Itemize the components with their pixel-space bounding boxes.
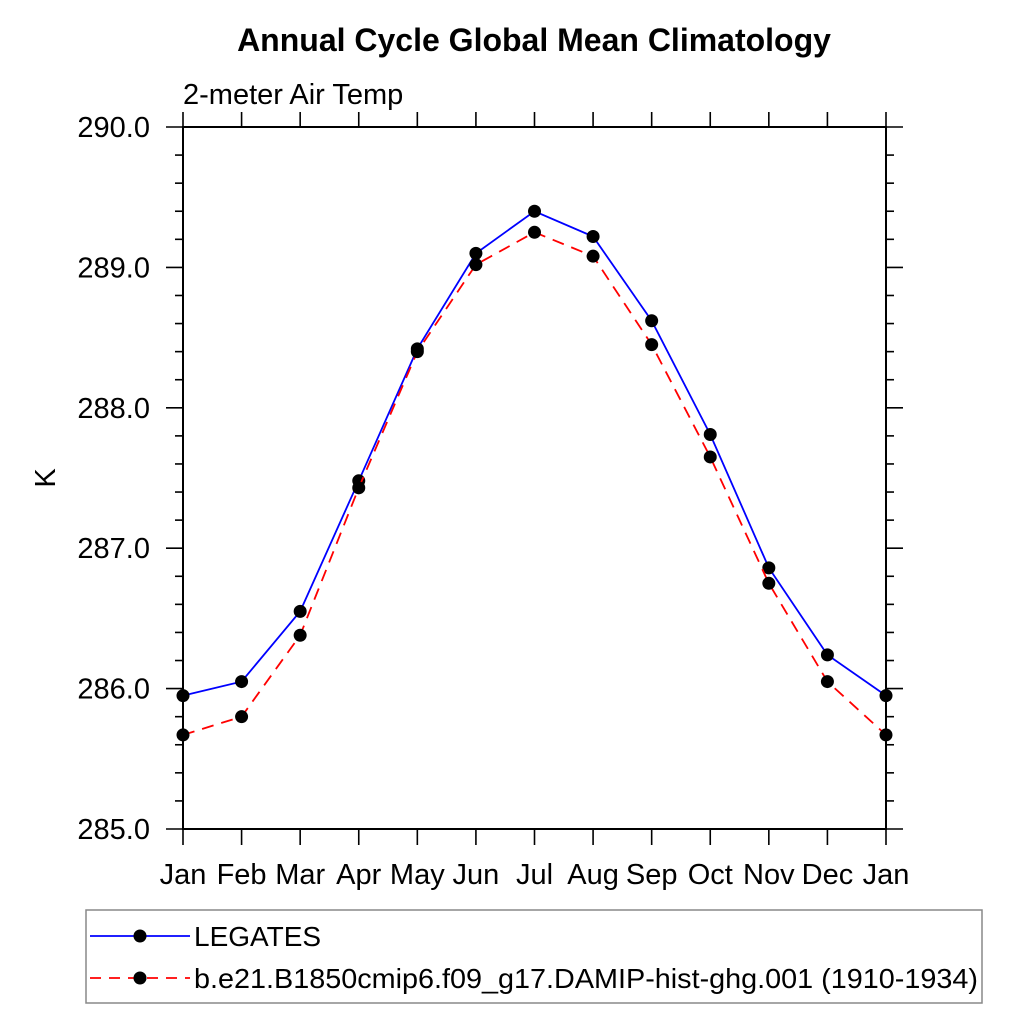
data-point-marker	[176, 689, 190, 703]
legend-entry: LEGATES	[90, 921, 321, 952]
x-tick-label: Jul	[516, 859, 553, 891]
data-point-marker	[352, 481, 366, 495]
x-tick-label: Feb	[217, 859, 267, 891]
data-point-marker	[879, 689, 893, 703]
data-point-marker	[762, 561, 776, 575]
legend-label: b.e21.B1850cmip6.f09_g17.DAMIP-hist-ghg.…	[194, 963, 978, 994]
y-tick-label: 290.0	[77, 112, 150, 144]
plot-frame	[182, 126, 887, 830]
x-tick-label: May	[390, 859, 445, 891]
data-point-marker	[469, 258, 483, 272]
legend-marker	[133, 929, 147, 943]
x-tick-label: Apr	[336, 859, 381, 891]
y-axis-unit-label: K	[30, 468, 62, 488]
data-point-marker	[820, 648, 834, 662]
legend-box	[85, 909, 983, 1004]
data-point-marker	[293, 628, 307, 642]
x-tick-label: Jun	[453, 859, 500, 891]
data-point-marker	[762, 576, 776, 590]
data-point-marker	[820, 675, 834, 689]
data-point-marker	[235, 710, 249, 724]
data-point-marker	[293, 604, 307, 618]
data-point-marker	[586, 249, 600, 263]
x-tick-label: Dec	[802, 859, 854, 891]
data-point-marker	[469, 246, 483, 260]
x-tick-label: Mar	[275, 859, 325, 891]
chart-title: Annual Cycle Global Mean Climatology	[237, 22, 831, 58]
legend-entry: b.e21.B1850cmip6.f09_g17.DAMIP-hist-ghg.…	[90, 963, 978, 994]
x-tick-label: Jan	[863, 859, 910, 891]
plot-area: 285.0 286.0 287.0 288.0 289.0 290.0 Jan Feb Mar A…	[77, 112, 909, 891]
data-point-marker	[176, 728, 190, 742]
data-point-marker	[879, 728, 893, 742]
y-tick-label: 287.0	[77, 533, 150, 565]
y-tick-label: 288.0	[77, 393, 150, 425]
x-tick-label: Nov	[743, 859, 795, 891]
data-point-marker	[528, 204, 541, 218]
data-point-marker	[586, 230, 600, 244]
series-line	[182, 231, 887, 736]
data-point-marker	[703, 450, 717, 464]
x-tick-label: Oct	[688, 859, 733, 891]
data-point-marker	[703, 427, 717, 441]
data-point-marker	[235, 675, 249, 689]
y-tick-label: 289.0	[77, 252, 150, 284]
chart-subtitle: 2-meter Air Temp	[183, 79, 403, 111]
series-line	[182, 210, 887, 697]
x-tick-label: Sep	[626, 859, 678, 891]
data-point-marker	[645, 314, 659, 328]
y-tick-label: 286.0	[77, 674, 150, 706]
legend: LEGATES b.e21.B1850cmip6.f09_g17.DAMIP-hi…	[85, 909, 983, 1004]
legend-label: LEGATES	[194, 921, 321, 952]
y-tick-label: 285.0	[77, 814, 150, 846]
data-point-marker	[528, 225, 541, 239]
data-point-marker	[410, 345, 424, 359]
x-tick-label: Jan	[160, 859, 207, 891]
legend-marker	[133, 971, 147, 985]
data-point-marker	[645, 338, 659, 352]
x-tick-label: Aug	[567, 859, 619, 891]
